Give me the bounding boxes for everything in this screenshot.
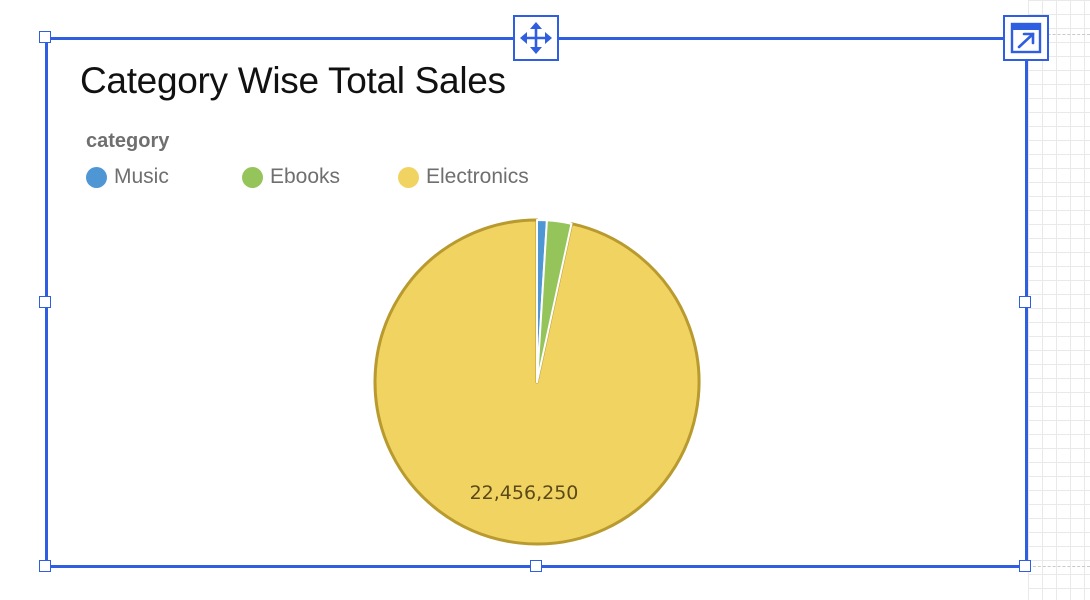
grid-guide-line [1028, 34, 1090, 35]
move-button[interactable] [513, 15, 559, 61]
chart-title: Category Wise Total Sales [80, 60, 506, 101]
pie-data-label-electronics: 22,456,250 [470, 482, 579, 504]
resize-handle-top-left[interactable] [39, 31, 51, 43]
move-icon [520, 22, 552, 54]
legend-label: Electronics [426, 165, 529, 188]
legend-swatch [86, 166, 107, 188]
legend-label: Ebooks [270, 165, 341, 188]
resize-handle-bottom-right[interactable] [1019, 560, 1031, 572]
pie-chart: 22,456,250 [373, 218, 701, 546]
open-in-new-icon [1010, 22, 1042, 54]
legend-item-music[interactable]: Music [86, 164, 169, 190]
resize-handle-right[interactable] [1019, 296, 1031, 308]
chart-widget[interactable]: Category Wise Total Sales category Music… [45, 37, 1028, 568]
resize-handle-left[interactable] [39, 296, 51, 308]
legend-swatch [398, 166, 419, 188]
resize-handle-bottom-left[interactable] [39, 560, 51, 572]
grid-guide-line [1028, 566, 1090, 567]
legend-title: category [86, 130, 170, 152]
resize-handle-bottom[interactable] [530, 560, 542, 572]
open-in-new-button[interactable] [1003, 15, 1049, 61]
legend-swatch [242, 166, 263, 188]
canvas-grid [1028, 0, 1090, 600]
legend-item-electronics[interactable]: Electronics [398, 164, 529, 190]
legend-item-ebooks[interactable]: Ebooks [242, 164, 340, 190]
legend-label: Music [114, 165, 169, 188]
pie-slice-ebooks[interactable] [536, 219, 573, 383]
